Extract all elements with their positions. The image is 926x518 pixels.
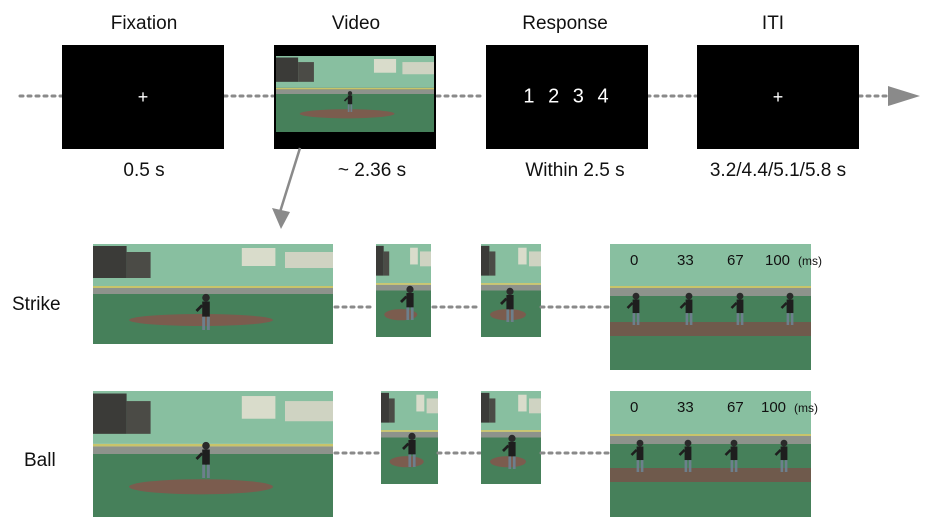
stage-title-iti: ITI xyxy=(761,13,785,34)
stage-title-video: Video xyxy=(331,13,381,34)
iti-cross: + xyxy=(772,87,784,107)
strike-time-2: 67 xyxy=(727,252,744,269)
duration-fixation: 0.5 s xyxy=(123,160,165,181)
ball-time-0: 0 xyxy=(630,399,639,416)
ball-wide-frame xyxy=(93,391,333,517)
ball-time-1: 33 xyxy=(677,399,694,416)
video-frame xyxy=(276,56,434,132)
ball-time-3: 100 xyxy=(761,399,787,416)
ball-frame-3 xyxy=(481,391,541,484)
strike-sequence-frame xyxy=(610,244,811,370)
ball-sequence-frame xyxy=(610,391,811,517)
strike-time-unit: (ms) xyxy=(798,254,822,268)
duration-response: Within 2.5 s xyxy=(525,160,625,181)
stage-title-response: Response xyxy=(522,13,608,34)
duration-video: ~ 2.36 s xyxy=(337,160,407,181)
stage-title-fixation: Fixation xyxy=(110,13,178,34)
strike-frame-3 xyxy=(481,244,541,337)
timeline-arrowhead xyxy=(888,86,920,106)
ball-time-unit: (ms) xyxy=(794,401,818,415)
response-screen xyxy=(486,45,648,149)
fixation-screen xyxy=(62,45,224,149)
strike-wide-frame xyxy=(93,244,333,344)
ball-frame-2 xyxy=(381,391,438,484)
strike-frame-2 xyxy=(376,244,431,337)
zoom-arrowhead xyxy=(272,208,290,229)
iti-screen xyxy=(697,45,859,149)
zoom-arrow-line xyxy=(278,147,302,213)
row-label-ball: Ball xyxy=(24,450,56,471)
row-label-strike: Strike xyxy=(12,294,61,315)
response-options: 1 2 3 4 xyxy=(523,85,609,108)
strike-time-3: 100 xyxy=(765,252,791,269)
fixation-cross: + xyxy=(137,87,149,107)
strike-time-1: 33 xyxy=(677,252,694,269)
ball-time-2: 67 xyxy=(727,399,744,416)
duration-iti: 3.2/4.4/5.1/5.8 s xyxy=(709,160,847,181)
strike-time-0: 0 xyxy=(630,252,639,269)
